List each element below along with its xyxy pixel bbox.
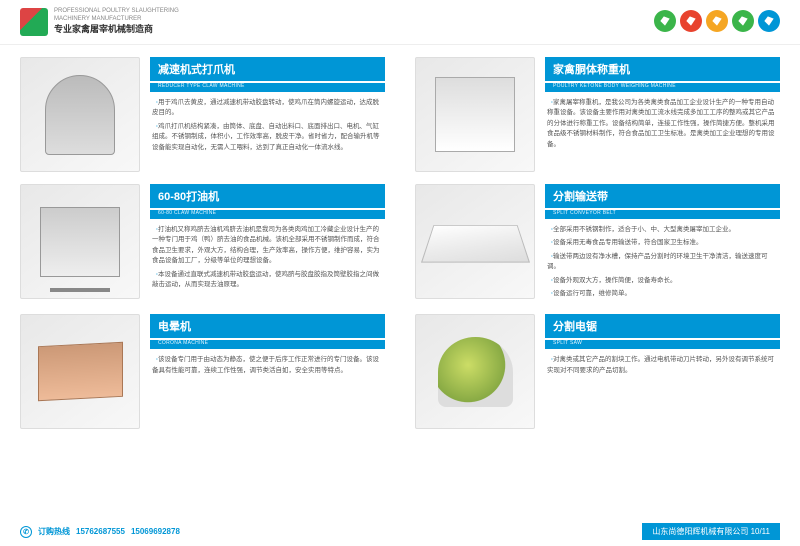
product-subtitle: REDUCER TYPE CLAW MACHINE <box>150 83 385 92</box>
phone-label: 订购热线 <box>38 526 70 537</box>
product-subtitle: SPLIT CONVEYOR BELT <box>545 210 780 219</box>
logo-en-2: MACHINERY MANUFACTURER <box>54 16 179 24</box>
page-footer: ✆ 订购热线 15762687555 15069692878 山东尚德阳辉机械有… <box>0 517 800 546</box>
product-image <box>415 314 535 429</box>
product-subtitle: SPLIT SAW <box>545 340 780 349</box>
badge-icon <box>680 10 702 32</box>
product-description: 该设备专门用于由动态为静态，使之便于后序工作正常进行的专门设备。该设备具有性能可… <box>150 355 385 376</box>
product-card: 家禽胴体称重机 POULTRY KETONE BODY WEIGHING MAC… <box>415 57 780 172</box>
product-description: 打油机又称鸡脐去油机鸡脐去油机是我司为各类肉鸡加工冷藏企业设计生产的一种专门用于… <box>150 225 385 290</box>
product-info: 60-80打油机 60-80 CLAW MACHINE 打油机又称鸡脐去油机鸡脐… <box>150 184 385 293</box>
product-title: 家禽胴体称重机 <box>545 57 780 81</box>
page-header: PROFESSIONAL POULTRY SLAUGHTERING MACHIN… <box>0 0 800 45</box>
product-grid: 减速机式打爪机 REDUCER TYPE CLAW MACHINE 用于鸡爪去黄… <box>0 45 800 437</box>
product-description: 对禽类或其它产品的割块工作。通过电机带动刀片转动，另外设有调节系统可实现对不同要… <box>545 355 780 376</box>
page-number: 10/11 <box>751 527 770 536</box>
product-description: 家禽屠宰称重机，是我公司为各类禽类食品加工企业设计生产的一种专用自动称重设备。该… <box>545 98 780 150</box>
badge-icon <box>758 10 780 32</box>
product-card: 分割输送带 SPLIT CONVEYOR BELT 全部采用不锈钢制作，适合于小… <box>415 184 780 302</box>
product-description: 全部采用不锈钢制作，适合于小、中、大型禽类屠宰加工企业。 设备采用无毒食品专用输… <box>545 225 780 299</box>
product-image <box>415 57 535 172</box>
product-info: 分割电锯 SPLIT SAW 对禽类或其它产品的割块工作。通过电机带动刀片转动，… <box>545 314 780 379</box>
product-title: 减速机式打爪机 <box>150 57 385 81</box>
badge-icon <box>732 10 754 32</box>
product-subtitle: POULTRY KETONE BODY WEIGHING MACHINE <box>545 83 780 92</box>
product-info: 家禽胴体称重机 POULTRY KETONE BODY WEIGHING MAC… <box>545 57 780 153</box>
product-card: 分割电锯 SPLIT SAW 对禽类或其它产品的割块工作。通过电机带动刀片转动，… <box>415 314 780 429</box>
phone-icon: ✆ <box>20 526 32 538</box>
logo: PROFESSIONAL POULTRY SLAUGHTERING MACHIN… <box>20 8 179 36</box>
product-image <box>415 184 535 299</box>
product-info: 分割输送带 SPLIT CONVEYOR BELT 全部采用不锈钢制作，适合于小… <box>545 184 780 302</box>
logo-mark <box>20 8 48 36</box>
product-title: 分割电锯 <box>545 314 780 338</box>
footer-contact: ✆ 订购热线 15762687555 15069692878 <box>20 526 180 538</box>
product-title: 电晕机 <box>150 314 385 338</box>
logo-en-1: PROFESSIONAL POULTRY SLAUGHTERING <box>54 8 179 16</box>
logo-text: PROFESSIONAL POULTRY SLAUGHTERING MACHIN… <box>54 8 179 35</box>
product-info: 减速机式打爪机 REDUCER TYPE CLAW MACHINE 用于鸡爪去黄… <box>150 57 385 156</box>
badge-icon <box>654 10 676 32</box>
catalog-page: PROFESSIONAL POULTRY SLAUGHTERING MACHIN… <box>0 0 800 546</box>
product-info: 电晕机 CORONA MACHINE 该设备专门用于由动态为静态，使之便于后序工… <box>150 314 385 379</box>
product-description: 用于鸡爪去黄皮，通过减速机带动胶盘转动，使鸡爪在筒内螺旋运动，达成脱皮目的。 鸡… <box>150 98 385 153</box>
product-image <box>20 184 140 299</box>
product-image <box>20 314 140 429</box>
product-card: 60-80打油机 60-80 CLAW MACHINE 打油机又称鸡脐去油机鸡脐… <box>20 184 385 302</box>
product-title: 分割输送带 <box>545 184 780 208</box>
product-image <box>20 57 140 172</box>
category-badges <box>654 10 780 32</box>
logo-cn-sub: 专业家禽屠宰机械制造商 <box>54 24 179 36</box>
product-card: 减速机式打爪机 REDUCER TYPE CLAW MACHINE 用于鸡爪去黄… <box>20 57 385 172</box>
phone-1: 15762687555 <box>76 527 125 536</box>
product-card: 电晕机 CORONA MACHINE 该设备专门用于由动态为静态，使之便于后序工… <box>20 314 385 429</box>
product-subtitle: 60-80 CLAW MACHINE <box>150 210 385 219</box>
footer-company: 山东尚德阳辉机械有限公司 10/11 <box>642 523 780 540</box>
badge-icon <box>706 10 728 32</box>
phone-2: 15069692878 <box>131 527 180 536</box>
product-subtitle: CORONA MACHINE <box>150 340 385 349</box>
product-title: 60-80打油机 <box>150 184 385 208</box>
